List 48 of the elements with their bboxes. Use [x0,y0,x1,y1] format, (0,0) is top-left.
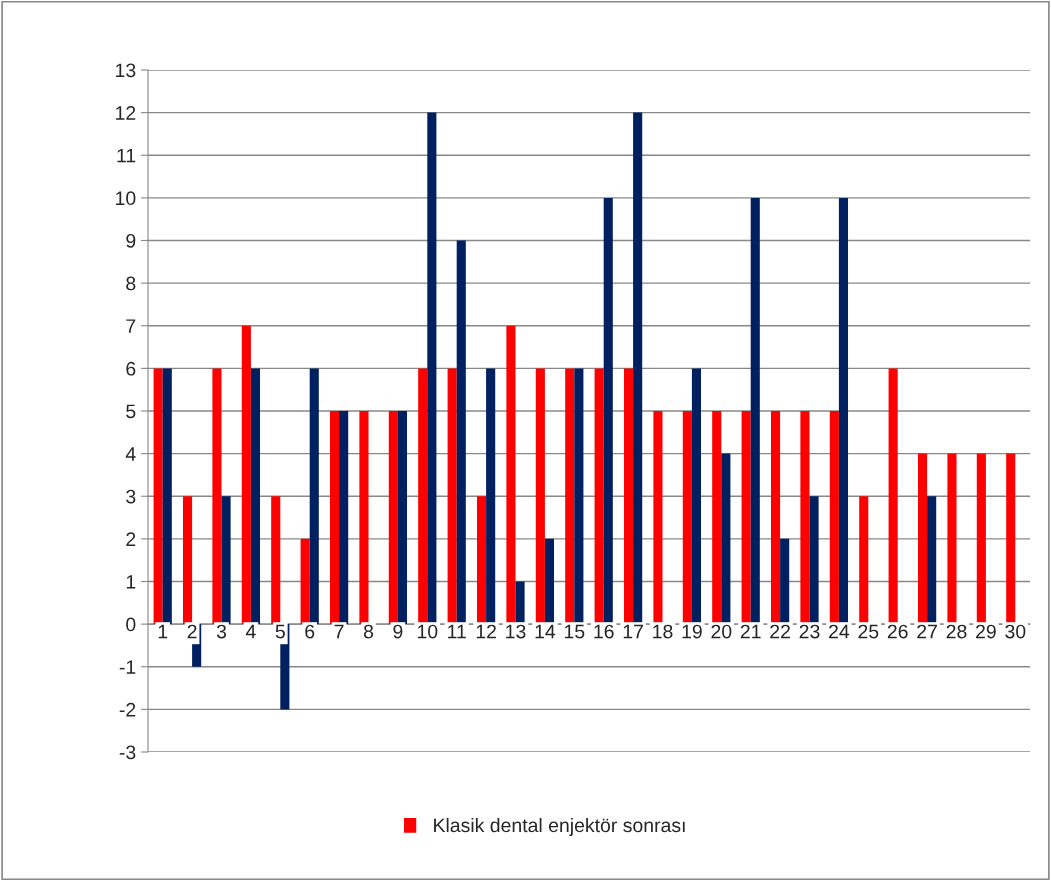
x-tick-label: 3 [216,624,227,639]
x-tick-label: 10 [417,624,438,639]
y-tick-label: -1 [119,660,136,674]
x-tick-label: 25 [858,624,879,639]
x-tick-label: 22 [770,624,790,639]
x-tick-label: 6 [305,624,315,639]
x-tick-label: 12 [476,624,496,639]
x-tick-label: 16 [594,624,614,639]
x-tick-label: 19 [682,624,702,639]
x-tick-label: 26 [887,624,908,639]
x-tick-label: 4 [245,624,256,639]
x-tick-label: 20 [711,624,732,639]
x-tick-label: 9 [393,624,403,639]
x-tick-label: 21 [740,624,761,639]
y-tick-label: 1 [126,575,136,589]
x-tick-label: 27 [917,624,937,639]
x-tick-label: 5 [275,624,285,639]
y-tick-label: 7 [126,319,136,333]
x-tick-label: 24 [829,624,850,639]
y-tick-label: 13 [116,63,136,78]
y-tick-label: 11 [117,148,136,163]
y-tick-label: 2 [126,532,136,546]
x-tick-label: 13 [506,624,526,639]
y-tick-label: 5 [126,404,136,419]
y-tick-label: 6 [126,361,136,376]
legend-label: Klasik dental enjektör sonrası [434,817,685,837]
x-tick-label: 7 [334,624,344,639]
y-tick-label: 0 [126,617,136,632]
y-tick-label: 9 [126,233,136,248]
y-tick-label: 3 [126,489,136,504]
y-tick-label: 4 [125,447,136,461]
y-tick-label: -2 [119,702,136,717]
x-tick-label: 28 [946,624,967,639]
x-tick-label: 30 [1005,624,1026,639]
x-tick-label: 1 [158,624,168,639]
x-tick-label: 29 [976,624,996,639]
x-tick-label: 2 [187,624,197,639]
x-tick-label: 11 [448,624,466,639]
y-tick-label: -3 [119,745,136,760]
x-tick-label: 17 [623,624,643,639]
x-tick-label: 15 [564,624,585,639]
y-tick-label: 10 [116,191,136,206]
x-tick-label: 8 [363,624,374,639]
y-tick-label: 12 [116,106,136,120]
x-tick-label: 14 [535,624,556,639]
y-tick-label: 8 [126,276,136,291]
x-tick-label: 18 [653,624,673,639]
x-tick-label: 23 [799,624,820,639]
